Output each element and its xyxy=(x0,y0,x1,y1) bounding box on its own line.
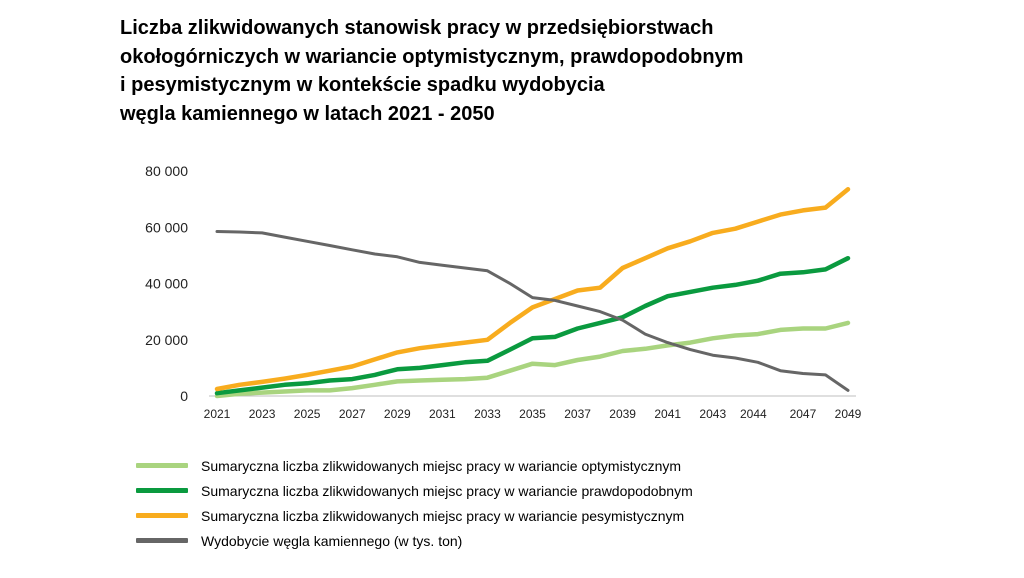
x-tick-label: 2037 xyxy=(564,407,591,421)
series-line-optimistic xyxy=(214,320,851,399)
legend-swatch xyxy=(136,538,188,543)
chart-legend: Sumaryczna liczba zlikwidowanych miejsc … xyxy=(136,453,693,553)
x-tick-label: 2049 xyxy=(835,407,862,421)
series-line-coal-output xyxy=(215,230,850,392)
x-tick-label: 2023 xyxy=(249,407,276,421)
legend-item-probable: Sumaryczna liczba zlikwidowanych miejsc … xyxy=(136,478,693,503)
x-tick-label: 2021 xyxy=(204,407,231,421)
legend-label: Wydobycie węgla kamiennego (w tys. ton) xyxy=(201,532,463,549)
chart-title-line: i pesymistycznym w kontekście spadku wyd… xyxy=(120,74,605,96)
x-tick-label: 2027 xyxy=(339,407,366,421)
x-tick-label: 2047 xyxy=(790,407,817,421)
x-tick-label: 2043 xyxy=(699,407,726,421)
x-tick-label: 2033 xyxy=(474,407,501,421)
series-line-pessimistic xyxy=(214,187,851,392)
x-tick-label: 2039 xyxy=(609,407,636,421)
legend-swatch xyxy=(136,488,188,493)
legend-item-coal-output: Wydobycie węgla kamiennego (w tys. ton) xyxy=(136,528,693,553)
legend-item-pessimistic: Sumaryczna liczba zlikwidowanych miejsc … xyxy=(136,503,693,528)
line-chart: 0 20 000 40 000 60 000 80 000 2021 2023 2025 202… xyxy=(145,163,862,421)
legend-swatch xyxy=(136,513,188,518)
y-tick-label: 60 000 xyxy=(145,219,188,235)
x-tick-label: 2044 xyxy=(740,407,767,421)
y-tick-label: 80 000 xyxy=(145,163,188,179)
y-tick-label: 0 xyxy=(180,388,188,404)
series-line-probable xyxy=(214,255,851,396)
x-tick-label: 2031 xyxy=(429,407,456,421)
legend-label: Sumaryczna liczba zlikwidowanych miejsc … xyxy=(201,507,685,524)
legend-label: Sumaryczna liczba zlikwidowanych miejsc … xyxy=(201,457,682,474)
x-tick-label: 2025 xyxy=(294,407,321,421)
y-tick-label: 20 000 xyxy=(145,332,188,348)
legend-label: Sumaryczna liczba zlikwidowanych miejsc … xyxy=(201,482,693,499)
y-tick-label: 40 000 xyxy=(145,276,188,292)
x-tick-label: 2029 xyxy=(384,407,411,421)
chart-title-line: węgla kamiennego w latach 2021 - 2050 xyxy=(120,102,495,125)
x-tick-label: 2041 xyxy=(654,407,681,421)
chart-title-line: Liczba zlikwidowanych stanowisk pracy w … xyxy=(120,17,714,39)
chart-title-line: okołogórniczych w wariancie optymistyczn… xyxy=(120,45,744,68)
legend-swatch xyxy=(136,463,188,468)
legend-item-optimistic: Sumaryczna liczba zlikwidowanych miejsc … xyxy=(136,453,693,478)
chart-title: Liczba zlikwidowanych stanowisk pracy w … xyxy=(120,14,880,128)
x-tick-label: 2035 xyxy=(519,407,546,421)
